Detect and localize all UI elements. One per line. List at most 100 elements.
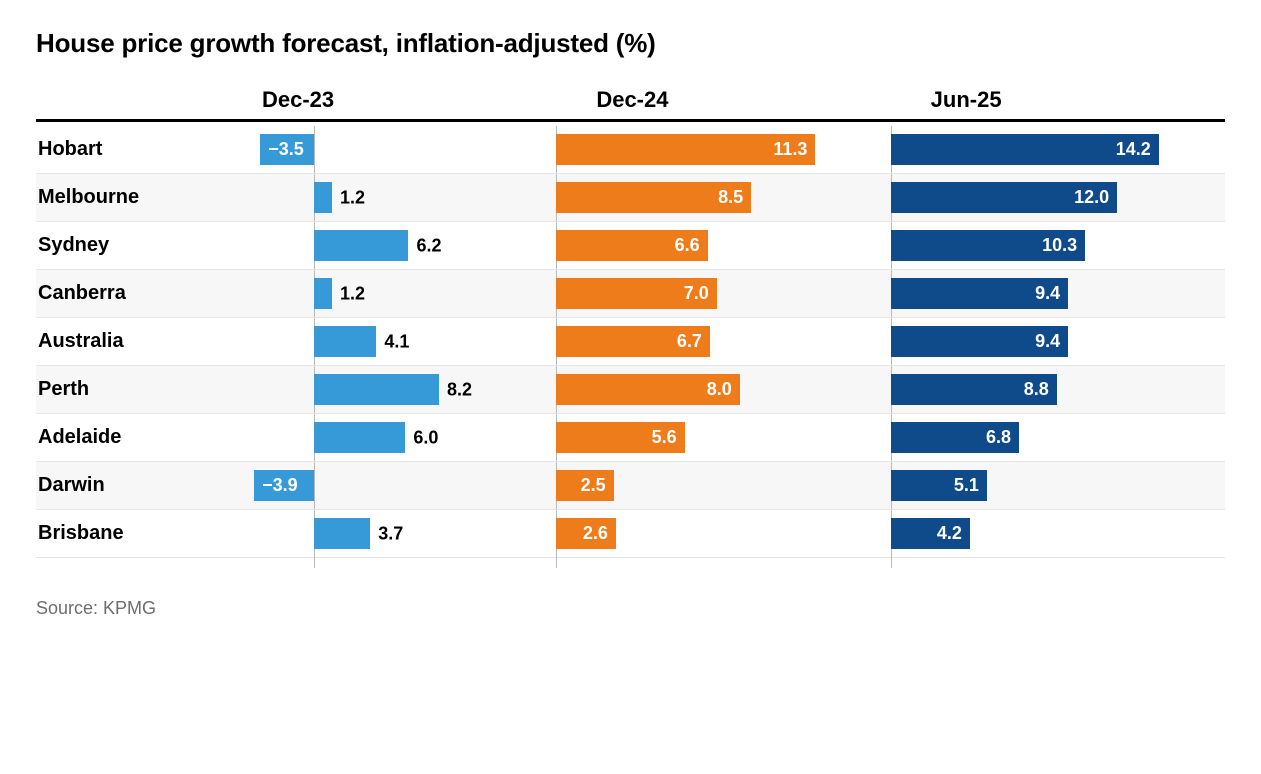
table-row: Brisbane 3.7 2.6 4.2 — [36, 510, 1225, 558]
bar: 5.1 — [891, 470, 987, 501]
bar-cell: 8.2 — [222, 366, 556, 413]
axis-stub-0 — [222, 558, 556, 572]
bar-value-label: 4.2 — [937, 523, 962, 544]
bar-value-label: 6.0 — [413, 427, 438, 448]
bar-cell: 7.0 — [556, 270, 890, 317]
bar-value-label: 3.7 — [378, 523, 403, 544]
bar-cell: 1.2 — [222, 174, 556, 221]
column-header-1: Dec-24 — [556, 87, 890, 113]
bar-cell: 8.0 — [556, 366, 890, 413]
row-label: Melbourne — [36, 174, 222, 221]
bar-cell: 2.5 — [556, 462, 890, 509]
bar: 10.3 — [891, 230, 1085, 261]
bar-value-label: 8.0 — [707, 379, 732, 400]
chart-container: House price growth forecast, inflation-a… — [0, 0, 1261, 639]
bar-cell: 5.1 — [891, 462, 1225, 509]
bar-cell: 1.2 — [222, 270, 556, 317]
bar: 9.4 — [891, 278, 1068, 309]
bar-value-label: 4.1 — [384, 331, 409, 352]
table-row: Hobart −3.5 11.3 14.2 — [36, 126, 1225, 174]
bar — [314, 422, 406, 453]
row-label: Australia — [36, 318, 222, 365]
zero-axis — [314, 462, 315, 509]
bar: 5.6 — [556, 422, 684, 453]
bar-value-label: 6.7 — [677, 331, 702, 352]
bar-cell: 6.7 — [556, 318, 890, 365]
header-spacer — [36, 87, 222, 113]
axis-footer — [36, 558, 1225, 572]
bar: 14.2 — [891, 134, 1159, 165]
bar-cell: 6.8 — [891, 414, 1225, 461]
bar-cell: 14.2 — [891, 126, 1225, 173]
table-row: Adelaide 6.0 5.6 6.8 — [36, 414, 1225, 462]
bar — [314, 518, 371, 549]
bar-value-label: 2.5 — [581, 475, 606, 496]
bar-cell: 9.4 — [891, 270, 1225, 317]
column-header-2: Jun-25 — [891, 87, 1225, 113]
row-label: Hobart — [36, 126, 222, 173]
bar-value-label: 14.2 — [1116, 139, 1151, 160]
bar-value-label: 10.3 — [1042, 235, 1077, 256]
bar-cell: 8.8 — [891, 366, 1225, 413]
chart-title: House price growth forecast, inflation-a… — [36, 28, 1225, 59]
bar-cell: 6.0 — [222, 414, 556, 461]
row-label: Brisbane — [36, 510, 222, 557]
bar-value-label: 5.6 — [652, 427, 677, 448]
column-header-row: Dec-23 Dec-24 Jun-25 — [36, 87, 1225, 122]
bar-cell: 10.3 — [891, 222, 1225, 269]
bar-value-label: −3.9 — [262, 475, 298, 496]
row-label: Darwin — [36, 462, 222, 509]
bar-cell: 11.3 — [556, 126, 890, 173]
bar-cell: 2.6 — [556, 510, 890, 557]
bar-value-label: 8.8 — [1024, 379, 1049, 400]
zero-axis — [314, 126, 315, 173]
bar-cell: 5.6 — [556, 414, 890, 461]
bar: 12.0 — [891, 182, 1118, 213]
column-header-0: Dec-23 — [222, 87, 556, 113]
bar-cell: 9.4 — [891, 318, 1225, 365]
table-row: Canberra1.27.0 9.4 — [36, 270, 1225, 318]
bar-value-label: 6.6 — [675, 235, 700, 256]
bar-value-label: 12.0 — [1074, 187, 1109, 208]
bar-value-label: 8.2 — [447, 379, 472, 400]
bar-cell: 3.7 — [222, 510, 556, 557]
row-label: Canberra — [36, 270, 222, 317]
bar-value-label: 11.3 — [773, 139, 807, 160]
bar-cell: 12.0 — [891, 174, 1225, 221]
bar-value-label: 6.8 — [986, 427, 1011, 448]
bar — [314, 374, 439, 405]
bar-cell: −3.9 — [222, 462, 556, 509]
bar: 8.8 — [891, 374, 1057, 405]
bar-cell: 4.2 — [891, 510, 1225, 557]
bar: 4.2 — [891, 518, 970, 549]
axis-stub-2 — [891, 558, 1225, 572]
bar: 6.8 — [891, 422, 1019, 453]
bar-value-label: 9.4 — [1035, 331, 1060, 352]
bar-cell: 4.1 — [222, 318, 556, 365]
bar: 6.7 — [556, 326, 710, 357]
bar: 11.3 — [556, 134, 815, 165]
bar: 8.0 — [556, 374, 739, 405]
table-row: Australia 4.1 6.7 9.4 — [36, 318, 1225, 366]
bar: 2.6 — [556, 518, 616, 549]
bar: 6.6 — [556, 230, 707, 261]
column-header-label: Dec-23 — [222, 87, 556, 113]
bar: 2.5 — [556, 470, 613, 501]
table-row: Darwin −3.9 2.5 5.1 — [36, 462, 1225, 510]
source-credit: Source: KPMG — [36, 598, 1225, 619]
bar: −3.9 — [254, 470, 314, 501]
bar-value-label: −3.5 — [268, 139, 304, 160]
bar: 8.5 — [556, 182, 751, 213]
bar-value-label: 8.5 — [718, 187, 743, 208]
bar: 9.4 — [891, 326, 1068, 357]
column-header-label: Jun-25 — [891, 87, 1225, 113]
table-row: Melbourne1.2 8.5 12.0 — [36, 174, 1225, 222]
bar — [314, 230, 409, 261]
bar-value-label: 2.6 — [583, 523, 608, 544]
bar-value-label: 6.2 — [416, 235, 441, 256]
bar — [314, 278, 332, 309]
bar-cell: 6.2 — [222, 222, 556, 269]
row-label: Adelaide — [36, 414, 222, 461]
axis-stub-1 — [556, 558, 890, 572]
bar: 7.0 — [556, 278, 716, 309]
